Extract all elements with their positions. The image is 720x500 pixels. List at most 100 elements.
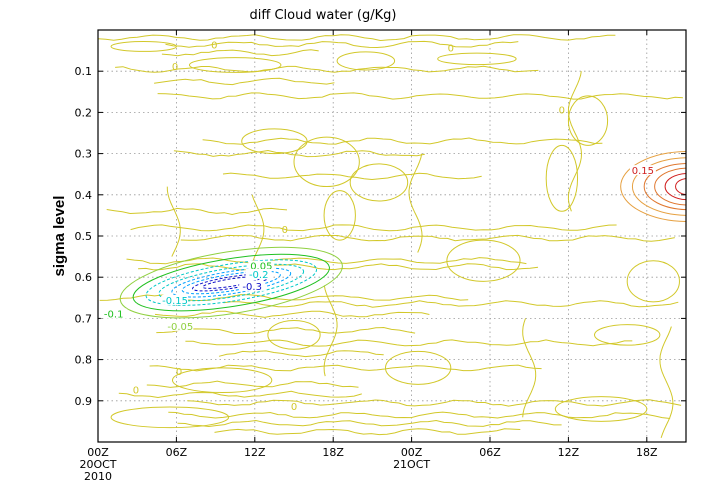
contour-label: -0.2 xyxy=(249,270,269,281)
zero-contour-line xyxy=(408,153,423,253)
zero-contour-loop xyxy=(241,128,308,155)
zero-contour-line xyxy=(98,34,616,42)
negative-contour-ring xyxy=(132,253,330,312)
zero-contour-loop xyxy=(323,190,356,241)
negative-contour-ring xyxy=(119,246,343,319)
x-tick-label: 12Z xyxy=(244,446,266,459)
contour-label-bg xyxy=(248,260,275,271)
contour-label-bg xyxy=(100,308,127,319)
zero-contour-line xyxy=(223,300,679,308)
zero-contour-loop xyxy=(437,52,517,66)
y-axis-label: sigma level xyxy=(51,196,68,277)
y-tick-label: 0.8 xyxy=(75,354,93,367)
zero-contour-line xyxy=(146,380,359,388)
negative-contour-ring xyxy=(158,263,305,302)
zero-contour-label: 0 xyxy=(172,62,178,73)
zero-contour-label: 0 xyxy=(291,402,297,413)
zero-contour-label: 0 xyxy=(211,41,217,52)
contour-label: -0.1 xyxy=(104,310,124,321)
x-tick-label: 06Z xyxy=(479,446,501,459)
x-tick-label: 12Z xyxy=(558,446,580,459)
zero-contour-label: 0 xyxy=(133,386,139,397)
y-tick-label: 0.9 xyxy=(75,395,93,408)
contour-label-bg xyxy=(167,320,194,331)
positive-contour-ring xyxy=(643,163,686,211)
zero-contour-loop xyxy=(336,51,396,71)
zero-contour-label: 0 xyxy=(282,225,288,236)
y-tick-label: 0.2 xyxy=(75,106,93,119)
zero-contour-line xyxy=(154,77,335,86)
x-tick-label: 18Z xyxy=(636,446,658,459)
zero-contour-line xyxy=(214,428,521,436)
zero-contour-loop xyxy=(110,406,230,429)
zero-contour-line xyxy=(522,318,537,418)
negative-contour-ring xyxy=(145,259,318,306)
y-tick-label: 0.3 xyxy=(75,148,93,161)
contour-label-bg xyxy=(245,268,272,279)
x-tick-label: 18Z xyxy=(322,446,344,459)
zero-contour-line xyxy=(323,285,338,377)
zero-contour-loop xyxy=(554,396,648,422)
zero-contour-loop xyxy=(384,350,452,385)
y-tick-label: 0.6 xyxy=(75,271,93,284)
y-tick-label: 0.1 xyxy=(75,65,93,78)
zero-contour-line xyxy=(659,326,674,439)
zero-contour-line xyxy=(180,234,675,242)
positive-contour-ring xyxy=(654,167,686,206)
y-tick-label: 0.5 xyxy=(75,230,93,243)
contour-label-bg xyxy=(629,165,656,176)
negative-contour-ring xyxy=(171,267,292,298)
contour-label: -0.15 xyxy=(162,296,188,307)
zero-contour-line xyxy=(99,294,469,302)
y-tick-label: 0.7 xyxy=(75,312,93,325)
x-tick-label: 00Z xyxy=(401,446,423,459)
x-tick-label: 06Z xyxy=(166,446,188,459)
positive-contour-ring xyxy=(675,177,686,196)
zero-contour-line xyxy=(126,257,527,265)
zero-contour-line xyxy=(166,186,181,257)
positive-contour-ring xyxy=(620,151,686,223)
zero-contour-line xyxy=(118,390,362,399)
zero-contour-line xyxy=(130,224,617,232)
zero-contour-line xyxy=(202,137,603,145)
zero-contour-loop xyxy=(545,144,579,212)
zero-contour-label: 0 xyxy=(176,367,182,378)
zero-contour-loop xyxy=(349,163,409,202)
x-tick-label: 00Z xyxy=(87,446,109,459)
contour-label: 0.15 xyxy=(632,166,654,177)
zero-contour-line xyxy=(157,92,683,100)
zero-contour-line xyxy=(177,419,562,428)
zero-contour-loop xyxy=(110,41,177,52)
zero-contour-line xyxy=(161,49,319,57)
zero-contour-line xyxy=(154,310,430,318)
contour-label: -0.3 xyxy=(242,282,262,293)
x-tick-sublabel: 21OCT xyxy=(393,458,430,471)
zero-contour-line xyxy=(165,40,519,49)
negative-contour-ring xyxy=(181,270,281,295)
zero-contour-loop xyxy=(594,324,661,346)
zero-contour-line xyxy=(187,399,682,407)
zero-contour-loop xyxy=(171,367,273,394)
positive-contour-ring xyxy=(631,157,686,216)
contour-label-bg xyxy=(162,294,189,305)
zero-contour-line xyxy=(106,207,288,216)
zero-contour-line xyxy=(185,339,633,347)
zero-contour-line xyxy=(173,149,425,158)
zero-contour-line xyxy=(567,71,583,212)
y-tick-label: 0.4 xyxy=(75,189,93,202)
zero-contour-loop xyxy=(567,95,609,146)
zero-contour-line xyxy=(251,194,265,265)
zero-contour-loop xyxy=(188,57,282,73)
x-tick-year-label: 2010 xyxy=(84,470,112,483)
zero-contour-line xyxy=(138,263,539,271)
zero-contour-line xyxy=(218,350,384,358)
contour-label-bg xyxy=(239,280,266,291)
zero-contour-line xyxy=(222,172,482,181)
zero-contour-loop xyxy=(293,136,360,188)
zero-contour-line xyxy=(168,411,671,419)
zero-contour-loop xyxy=(626,260,680,303)
positive-contour-ring xyxy=(664,172,686,201)
chart-title: diff Cloud water (g/Kg) xyxy=(250,8,397,23)
contour-label: -0.05 xyxy=(167,322,193,333)
